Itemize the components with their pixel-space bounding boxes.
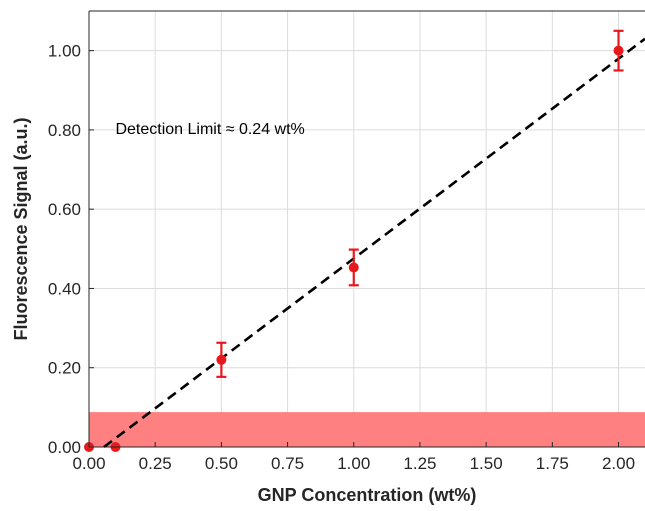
y-axis-title: Fluorescence Signal (a.u.) xyxy=(11,117,31,340)
data-point-3 xyxy=(348,262,359,273)
y-tick-label: 1.00 xyxy=(48,42,81,61)
detection-limit-annotation: Detection Limit ≈ 0.24 wt% xyxy=(115,121,304,138)
x-tick-label: 1.50 xyxy=(470,454,503,473)
x-tick-label: 0.50 xyxy=(205,454,238,473)
x-tick-label: 0.75 xyxy=(271,454,304,473)
y-tick-label: 0.40 xyxy=(48,279,81,298)
grid xyxy=(88,11,645,448)
y-tick-label: 0.00 xyxy=(48,438,81,457)
detection-limit-band xyxy=(89,412,645,447)
y-tick-label: 0.60 xyxy=(48,200,81,219)
x-tick-label: 1.00 xyxy=(337,454,370,473)
y-tick-label: 0.20 xyxy=(48,359,81,378)
y-tick-labels: 0.00 0.20 0.40 0.60 0.80 1.00 xyxy=(48,42,81,457)
x-tick-label: 1.25 xyxy=(403,454,436,473)
x-tick-label: 0.00 xyxy=(72,454,105,473)
fit-line-layer xyxy=(103,37,645,449)
x-tick-label: 1.75 xyxy=(536,454,569,473)
fit-line xyxy=(103,37,645,449)
x-tick-label: 0.25 xyxy=(139,454,172,473)
data-point-4 xyxy=(613,45,624,56)
x-tick-label: 2.00 xyxy=(602,454,635,473)
detection-band xyxy=(89,412,645,447)
y-tick-label: 0.80 xyxy=(48,121,81,140)
x-axis-title: GNP Concentration (wt%) xyxy=(258,485,477,505)
axes xyxy=(88,10,645,448)
x-tick-labels: 0.00 0.25 0.50 0.75 1.00 1.25 1.50 1.75 2.00 xyxy=(72,454,635,473)
data-point-2 xyxy=(216,354,227,365)
